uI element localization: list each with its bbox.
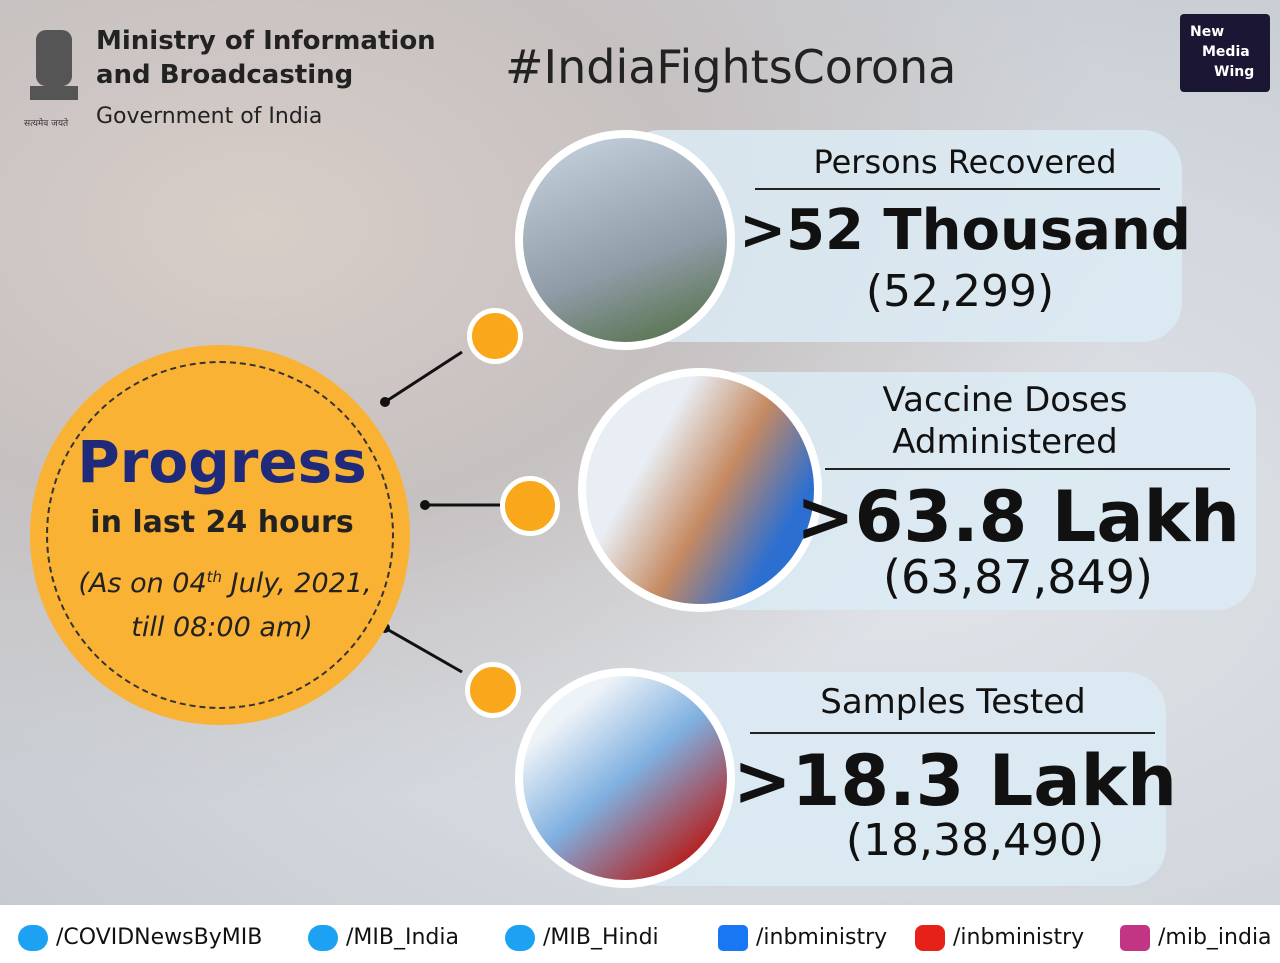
stat-exact: (63,87,849) <box>882 550 1154 604</box>
photo-vaccine <box>578 368 822 612</box>
logo: New Media Wing <box>1180 14 1270 92</box>
stat-rule <box>825 468 1230 470</box>
stat-title: Samples Tested <box>820 682 1086 722</box>
progress-subtitle: in last 24 hours <box>90 505 354 540</box>
social-handle[interactable]: /inbministry <box>953 925 1085 950</box>
social-icon <box>718 925 748 951</box>
social-handle[interactable]: /COVIDNewsByMIB <box>56 925 263 950</box>
social-handle[interactable]: /mib_india <box>1158 925 1272 950</box>
social-handle[interactable]: /inbministry <box>756 925 888 950</box>
footer <box>0 905 1280 963</box>
stat-headline: >52 Thousand <box>739 198 1191 263</box>
social-handle[interactable]: /MIB_Hindi <box>543 925 659 950</box>
stat-exact: (52,299) <box>865 266 1055 317</box>
stat-title: Administered <box>892 422 1118 462</box>
orange-dot <box>500 476 560 536</box>
photo-samples <box>515 668 735 888</box>
progress-time: till 08:00 am) <box>131 612 313 643</box>
ministry-line2: and Broadcasting <box>96 60 354 90</box>
stat-headline: >63.8 Lakh <box>796 476 1240 558</box>
orange-dot <box>465 662 521 718</box>
date-prefix: (As on 04 <box>78 568 207 599</box>
hashtag: #IndiaFightsCorona <box>505 40 957 94</box>
social-icon <box>308 925 338 951</box>
stat-headline: >18.3 Lakh <box>733 740 1177 822</box>
social-icon <box>505 925 535 951</box>
stat-rule <box>750 732 1155 734</box>
stat-title: Vaccine Doses <box>882 380 1128 420</box>
progress-title: Progress <box>77 428 367 496</box>
government: Government of India <box>96 104 323 129</box>
social-icon <box>18 925 48 951</box>
progress-ring <box>46 361 394 709</box>
motto: सत्यमेव जयते <box>24 119 69 129</box>
date-suffix: July, 2021, <box>222 568 372 599</box>
date-sup: th <box>206 568 223 586</box>
stat-rule <box>755 188 1160 190</box>
social-icon <box>915 925 945 951</box>
stat-exact: (18,38,490) <box>845 815 1105 866</box>
logo-word: Media <box>1202 44 1250 60</box>
orange-dot <box>467 308 523 364</box>
stat-title: Persons Recovered <box>813 143 1117 181</box>
progress-date: (As on 04th July, 2021, <box>78 568 371 599</box>
logo-word: Wing <box>1214 64 1255 80</box>
social-icon <box>1120 925 1150 951</box>
photo-recovered <box>515 130 735 350</box>
social-handle[interactable]: /MIB_India <box>346 925 459 950</box>
emblem <box>30 30 78 100</box>
ministry-line1: Ministry of Information <box>96 26 436 56</box>
logo-word: New <box>1190 24 1225 40</box>
